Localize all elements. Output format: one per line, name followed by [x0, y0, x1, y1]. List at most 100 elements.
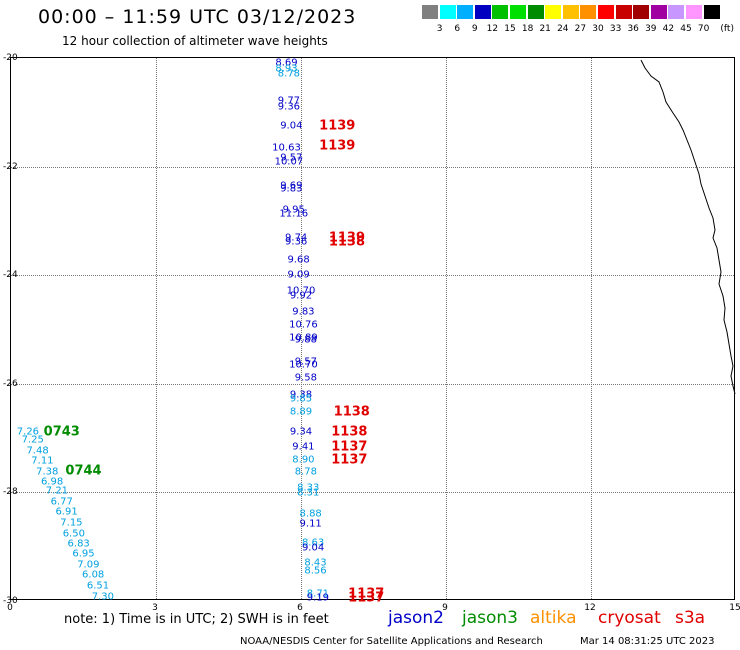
wave-height-value: 9.95 [282, 204, 305, 216]
grid-line-horizontal [11, 492, 734, 494]
color-scale-label: 9 [471, 24, 478, 34]
wave-height-value: 9.83 [292, 306, 315, 318]
footnote: note: 1) Time is in UTC; 2) SWH is in fe… [64, 612, 329, 627]
wave-height-value: 9.04 [280, 120, 303, 132]
y-tick-label: -30 [3, 596, 18, 606]
color-scale-bin [580, 5, 597, 19]
x-tick-label: 0 [7, 603, 13, 613]
wave-height-value: 9.41 [292, 441, 315, 453]
wave-height-value: 10.70 [289, 359, 318, 371]
wave-height-value: 10.89 [289, 332, 318, 344]
wave-height-value: 9.36 [285, 236, 308, 248]
wave-height-value: 9.74 [285, 232, 308, 244]
wave-height-value: 7.09 [77, 559, 100, 571]
wave-height-value: 7.26 [16, 426, 40, 438]
wave-height-value: 10.07 [274, 156, 304, 168]
grid-line-horizontal [11, 383, 734, 385]
wave-height-value: 6.08 [82, 569, 105, 581]
y-tick-label: -26 [3, 378, 18, 389]
wave-height-value: 8.63 [301, 537, 325, 549]
pass-time-label: 1138 [331, 424, 368, 440]
wave-height-value: 7.30 [91, 591, 114, 603]
color-scale-bin [668, 5, 685, 19]
pass-time-label: 1138 [328, 234, 365, 250]
grid-line-horizontal [11, 166, 734, 168]
wave-height-value: 9.83 [280, 183, 303, 195]
credit-line: NOAA/NESDIS Center for Satellite Applica… [240, 636, 543, 647]
legend-altika: altika [530, 608, 577, 628]
wave-height-value: 8.56 [304, 565, 327, 577]
wave-height-value: 8.78 [277, 68, 301, 80]
color-scale-bin [527, 5, 544, 19]
wave-height-value: 11.16 [279, 208, 309, 220]
wave-height-value: 9.68 [287, 254, 310, 266]
wave-height-value: 6.91 [55, 506, 78, 518]
wave-height-value: 7.48 [26, 445, 49, 457]
color-scale-label: 30 [592, 24, 604, 34]
pass-time-label: 0743 [43, 424, 80, 440]
wave-height-value: 8.93 [275, 63, 298, 75]
pass-time-label: 0744 [65, 463, 102, 479]
legend-cryosat: cryosat [598, 608, 661, 628]
wave-height-value: 6.83 [67, 538, 90, 550]
color-scale-label: 6 [454, 24, 461, 34]
color-scale-label: 36 [627, 24, 639, 34]
color-scale-label: 21 [539, 24, 551, 34]
wave-height-value: 9.85 [289, 393, 313, 405]
wave-height-value: 9.92 [289, 290, 313, 302]
color-scale-unit: (ft) [720, 24, 734, 34]
wave-height-value: 10.63 [272, 142, 301, 154]
wave-height-value: 8.69 [275, 57, 298, 69]
pass-time-label: 1137 [348, 590, 385, 606]
color-scale-label: 3 [436, 24, 443, 34]
y-tick-label: -28 [3, 487, 18, 498]
color-scale-bin [474, 5, 491, 19]
wave-height-value: 8.31 [297, 487, 320, 499]
wave-height-value: 7.15 [60, 517, 83, 529]
wave-height-value: 8.33 [297, 482, 320, 494]
pass-time-label: 1137 [348, 586, 385, 602]
coastline [640, 59, 736, 395]
x-tick-label: 12 [584, 603, 596, 613]
wave-height-value: 9.34 [289, 426, 313, 438]
wave-height-value: 6.51 [86, 580, 110, 592]
grid-line-vertical [301, 58, 302, 599]
wave-height-value: 10.76 [289, 319, 318, 331]
color-scale-bin [439, 5, 456, 19]
wave-height-value: 9.57 [294, 356, 317, 368]
color-scale-bin [598, 5, 614, 19]
color-scale-bin [633, 5, 650, 19]
color-scale-bin [615, 5, 632, 19]
wave-height-value: 9.88 [294, 334, 317, 346]
wave-height-value: 7.11 [31, 455, 54, 467]
wave-height-value: 6.50 [62, 528, 85, 540]
wave-height-value: 9.77 [277, 95, 301, 107]
pass-time-label: 1139 [328, 230, 365, 246]
map-plot-area[interactable]: -20 -22 -24 -26 -28 -30 8.69 8.93 8.78 9.77 9.36 9.… [3, 53, 736, 606]
x-tick-label: 15 [729, 603, 740, 613]
color-scale-label: 24 [557, 24, 569, 34]
y-tick-label: -20 [3, 53, 18, 63]
wave-height-value: 9.19 [306, 592, 330, 604]
wave-height-value: 8.78 [294, 466, 317, 478]
wave-height-value: 10.70 [286, 285, 316, 297]
color-scale-bin [492, 5, 509, 19]
y-tick-label: -22 [3, 161, 18, 172]
wave-height-value: 9.57 [280, 152, 303, 164]
wave-height-value: 7.38 [36, 466, 59, 478]
grid-line-horizontal [11, 275, 734, 277]
color-scale-bin [686, 5, 702, 19]
wave-height-value: 7.25 [21, 434, 44, 446]
wave-height-value: 8.90 [292, 454, 315, 466]
color-scale-label: 33 [609, 24, 622, 34]
wave-height-value: 6.98 [40, 476, 64, 488]
color-scale-bin [562, 5, 579, 19]
legend-jason3: jason3 [462, 608, 518, 628]
color-scale-bin [510, 5, 526, 19]
color-scale-label: 42 [662, 24, 675, 34]
pass-time-label: 1138 [333, 404, 370, 420]
color-scale-label: 39 [645, 24, 657, 34]
legend-jason2: jason2 [388, 608, 444, 628]
wave-height-value: 9.69 [280, 180, 303, 192]
page-title: 00:00 – 11:59 UTC 03/12/2023 [38, 6, 357, 28]
